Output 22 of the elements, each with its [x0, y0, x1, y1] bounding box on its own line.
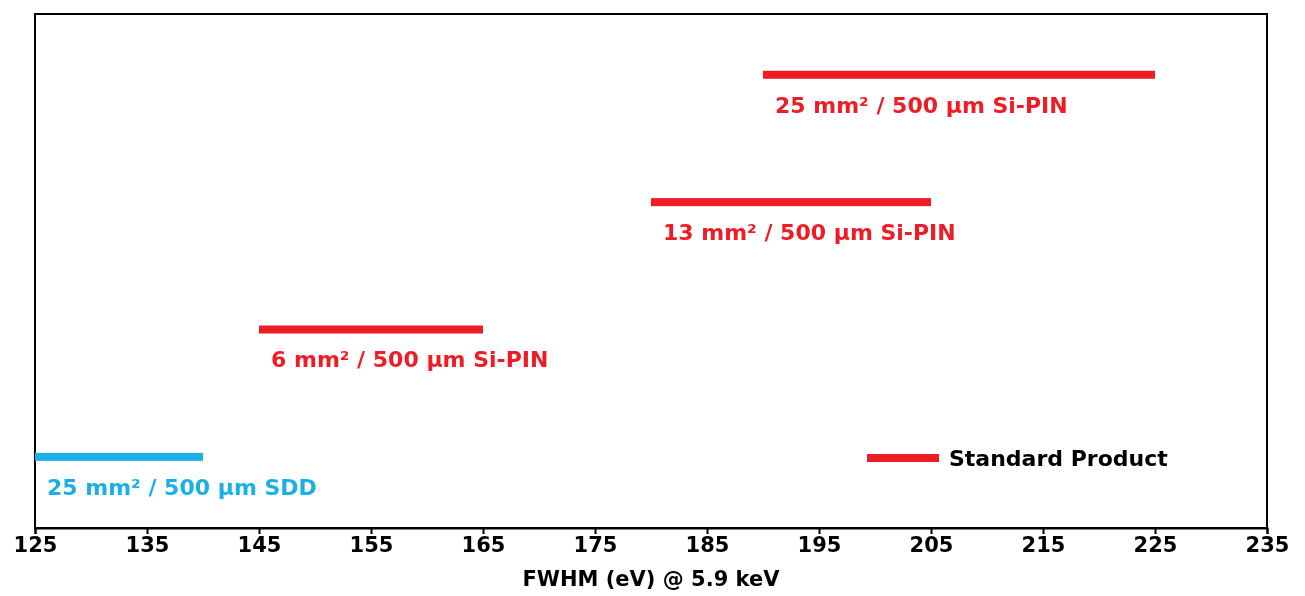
legend-label: Standard Product — [949, 446, 1169, 471]
bar — [259, 325, 483, 334]
x-tick-label: 155 — [349, 532, 394, 557]
x-tick-label: 175 — [573, 532, 618, 557]
x-tick-label: 185 — [685, 532, 730, 557]
annotation: 6 mm² / 500 µm Si-PIN — [271, 347, 549, 373]
x-tick-label: 135 — [125, 532, 170, 557]
x-tick-label: 205 — [909, 532, 954, 557]
bar — [35, 452, 203, 461]
x-tick-label: 165 — [461, 532, 506, 557]
annotation: 13 mm² / 500 µm Si-PIN — [663, 220, 956, 246]
x-tick-label: 215 — [1021, 532, 1066, 557]
bar — [763, 70, 1155, 79]
x-tick-label: 145 — [237, 532, 282, 557]
x-tick-label: 235 — [1245, 532, 1290, 557]
bar — [651, 198, 931, 207]
x-tick-label: 225 — [1133, 532, 1178, 557]
x-tick-label: 195 — [797, 532, 842, 557]
x-tick-label: 125 — [13, 532, 58, 557]
annotation: 25 mm² / 500 µm Si-PIN — [775, 92, 1068, 118]
annotation: 25 mm² / 500 µm SDD — [47, 474, 317, 500]
x-axis-title: FWHM (eV) @ 5.9 keV — [522, 567, 781, 591]
